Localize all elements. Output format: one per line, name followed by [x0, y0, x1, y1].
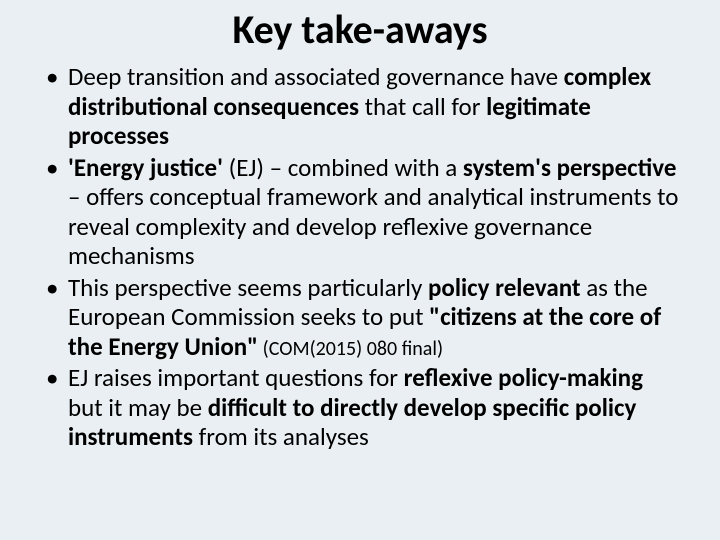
list-item: Deep transition and associated governanc… — [40, 62, 680, 151]
list-item: 'Energy justice' (EJ) – combined with a … — [40, 153, 680, 271]
list-item: EJ raises important questions for reflex… — [40, 363, 680, 452]
bullet-list: Deep transition and associated governanc… — [40, 62, 680, 452]
bold-run: 'Energy justice' — [68, 152, 223, 183]
text-run: This perspective seems particularly — [68, 272, 428, 303]
text-run: from its analyses — [193, 421, 369, 452]
bold-run: policy relevant — [428, 272, 581, 303]
text-run: – offers conceptual framework and analyt… — [68, 181, 679, 271]
text-run: Deep transition and associated governanc… — [68, 61, 564, 92]
bold-run: system's perspective — [463, 152, 677, 183]
slide-title: Key take-aways — [40, 8, 680, 52]
bold-run: reflexive policy-making — [404, 362, 643, 393]
text-run: (EJ) – combined with a — [223, 152, 463, 183]
list-item: This perspective seems particularly poli… — [40, 273, 680, 362]
text-run: but it may be — [68, 392, 208, 423]
text-run: that call for — [359, 91, 486, 122]
text-run: EJ raises important questions for — [68, 362, 404, 393]
citation-text: (COM(2015) 080 final) — [258, 337, 443, 361]
slide: Key take-aways Deep transition and assoc… — [0, 0, 720, 540]
